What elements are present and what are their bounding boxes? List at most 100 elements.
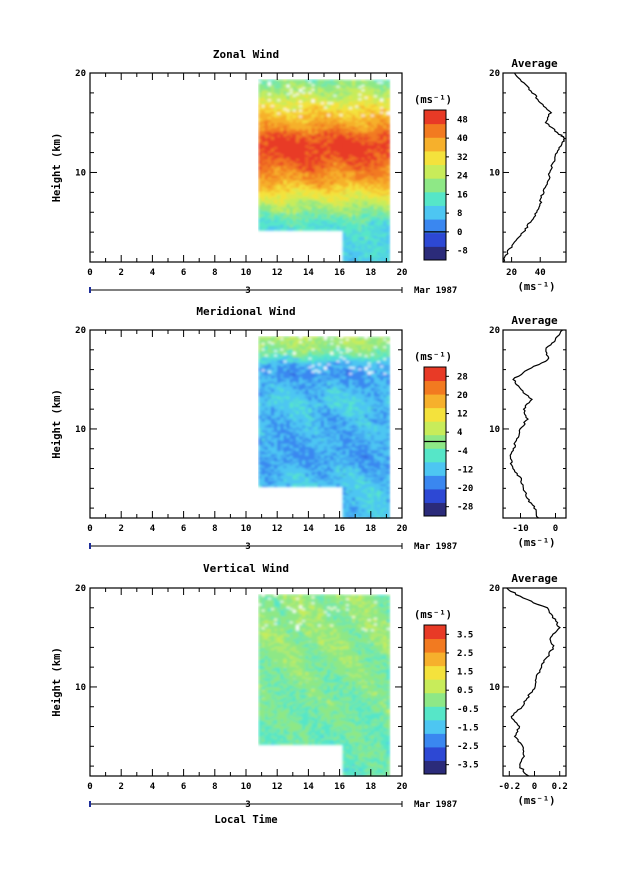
x-tick-label: 16 — [334, 524, 345, 534]
x-tick-label: 12 — [272, 524, 283, 534]
y-tick-label: 10 — [75, 683, 86, 693]
average-y-tick-label: 20 — [489, 584, 500, 594]
average-line — [506, 587, 561, 777]
x-tick-label: 6 — [181, 268, 186, 278]
colorbar-swatch — [424, 164, 446, 179]
x-tick-label: 16 — [334, 268, 345, 278]
average-profile: 10 20 -10 0 Average (ms⁻¹) — [489, 314, 567, 549]
x-tick-label: 2 — [118, 268, 123, 278]
colorbar-tick-label: -2.5 — [457, 742, 479, 752]
colorbar-swatch — [424, 706, 446, 721]
date-marker-label: 3 — [245, 800, 250, 810]
colorbar-swatch — [424, 625, 446, 640]
x-tick-label: 16 — [334, 782, 345, 792]
colorbar-tick-label: -12 — [457, 465, 473, 475]
average-frame — [502, 587, 567, 777]
heatmap-field — [258, 594, 391, 777]
colorbar-tick-label: 20 — [457, 391, 468, 401]
x-tick-label: 8 — [212, 782, 217, 792]
date-marker-label: 3 — [245, 542, 250, 552]
colorbar-swatch — [424, 679, 446, 694]
colorbar-tick-label: 4 — [457, 428, 463, 438]
colorbar-unit: (ms⁻¹) — [414, 609, 452, 621]
average-x-label: (ms⁻¹) — [518, 281, 556, 293]
x-tick-label: 0 — [87, 268, 92, 278]
colorbar-swatch — [424, 502, 446, 517]
y-tick-label: 10 — [75, 168, 86, 178]
colorbar-swatch — [424, 719, 446, 734]
x-tick-label: 4 — [150, 524, 156, 534]
x-tick-label: 18 — [365, 782, 376, 792]
date-label: Mar 1987 — [414, 286, 457, 296]
x-tick-label: 20 — [397, 268, 408, 278]
colorbar-swatch — [424, 110, 446, 125]
x-tick-label: 12 — [272, 268, 283, 278]
x-tick-label: 0 — [87, 782, 92, 792]
colorbar-tick-label: 16 — [457, 190, 468, 200]
colorbar-tick-label: 48 — [457, 115, 468, 125]
colorbar-tick-label: 40 — [457, 134, 468, 144]
colorbar-tick-label: 1.5 — [457, 668, 473, 678]
colorbar-swatch — [424, 219, 446, 234]
colorbar-swatch — [424, 407, 446, 422]
date-label: Mar 1987 — [414, 542, 457, 552]
x-tick-label: 18 — [365, 268, 376, 278]
average-y-tick-label: 20 — [489, 326, 500, 336]
x-tick-label: 8 — [212, 268, 217, 278]
colorbar-swatch — [424, 733, 446, 748]
colorbar-swatch — [424, 380, 446, 395]
x-tick-label: 20 — [397, 782, 408, 792]
colorbar-swatch — [424, 150, 446, 166]
average-y-tick-label: 10 — [489, 425, 500, 435]
date-marker-label: 3 — [245, 286, 250, 296]
x-tick-label: 10 — [241, 524, 252, 534]
average-x-label: (ms⁻¹) — [518, 795, 556, 807]
x-axis-label: Local Time — [214, 814, 277, 826]
colorbar-swatch — [424, 123, 446, 138]
colorbar-swatch — [424, 746, 446, 761]
colorbar-swatch — [424, 760, 446, 775]
average-frame — [502, 329, 567, 519]
average-line — [509, 329, 563, 519]
average-x-tick-label: 0 — [553, 524, 558, 534]
x-tick-label: 14 — [303, 268, 314, 278]
colorbar-swatch — [424, 421, 446, 436]
colorbar-unit: (ms⁻¹) — [414, 94, 452, 106]
colorbar-swatch — [424, 448, 446, 463]
colorbar-swatch — [424, 394, 446, 409]
x-tick-label: 2 — [118, 782, 123, 792]
heatmap-field — [258, 79, 391, 263]
y-tick-label: 10 — [75, 425, 86, 435]
colorbar-tick-label: 2.5 — [457, 649, 473, 659]
average-x-tick-label: 0 — [532, 782, 537, 792]
average-x-tick-label: 40 — [535, 268, 546, 278]
x-tick-label: 6 — [181, 524, 186, 534]
colorbar-tick-label: -0.5 — [457, 705, 479, 715]
colorbar-frame — [423, 109, 447, 261]
x-tick-label: 8 — [212, 524, 217, 534]
x-tick-label: 10 — [241, 782, 252, 792]
colorbar-swatch — [424, 652, 446, 667]
colorbar-tick-label: -3.5 — [457, 761, 479, 771]
colorbar-swatch — [424, 232, 446, 247]
x-tick-label: 20 — [397, 524, 408, 534]
average-x-tick-label: 20 — [506, 268, 517, 278]
colorbar-tick-label: -20 — [457, 484, 473, 494]
x-tick-label: 18 — [365, 524, 376, 534]
x-tick-label: 6 — [181, 782, 186, 792]
colorbar-swatch — [424, 665, 446, 680]
x-tick-label: 10 — [241, 268, 252, 278]
colorbar-tick-label: -4 — [457, 447, 468, 457]
y-axis-label: Height (km) — [51, 133, 63, 203]
date-label: Mar 1987 — [414, 800, 457, 810]
average-title: Average — [511, 314, 558, 327]
x-tick-label: 0 — [87, 524, 92, 534]
colorbar-unit: (ms⁻¹) — [414, 351, 452, 363]
panel-3: 0 2 4 6 8 10 12 14 16 18 20 10 20 Vertical Wind Height… — [51, 562, 568, 826]
colorbar-swatch — [424, 638, 446, 653]
average-title: Average — [511, 572, 558, 585]
panel-title: Vertical Wind — [203, 562, 289, 575]
colorbar: -3.5 -2.5 -1.5 -0.5 0.5 1.5 2.5 3.5 (ms⁻¹) — [414, 609, 479, 775]
